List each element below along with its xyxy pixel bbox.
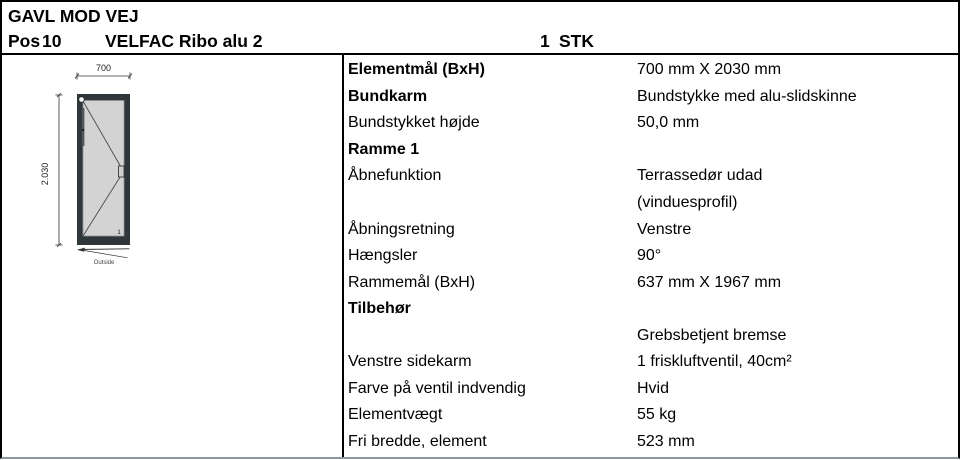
table-row: Ramme 1 xyxy=(344,137,958,164)
row-value: 1 friskluftventil, 40cm² xyxy=(637,353,792,371)
position-label: Pos xyxy=(8,31,41,51)
table-row: Åbnefunktion Terrassedør udad xyxy=(344,163,958,190)
row-value: 523 mm xyxy=(637,432,695,450)
row-label: Hængsler xyxy=(348,247,418,265)
row-value: Hvid xyxy=(637,379,670,397)
handle-icon xyxy=(118,165,125,178)
header: GAVL MOD VEJ Pos 10 VELFAC Ribo alu 2 1 … xyxy=(2,2,958,55)
table-row: Fri bredde, element 523 mm xyxy=(344,429,958,456)
table-row: Bundkarm Bundstykke med alu-slidskinne xyxy=(344,84,958,111)
row-value: (vinduesprofil) xyxy=(637,194,738,211)
height-dim-label: 2.030 xyxy=(40,163,50,186)
door-drawing: 700 2.030 xyxy=(40,63,133,266)
table-row: (vinduesprofil) xyxy=(344,190,958,217)
row-value: Terrassedør udad xyxy=(637,167,763,185)
drawing-panel: 700 2.030 xyxy=(2,55,342,455)
row-value: 700 mm X 2030 mm xyxy=(637,61,782,79)
spec-table: Elementmål (BxH) 700 mm X 2030 mm Bundkarm… xyxy=(342,55,958,457)
table-row: Elementvægt 55 kg xyxy=(344,402,958,429)
row-label: Elementvægt xyxy=(348,406,443,424)
row-label: Farve på ventil indvendig xyxy=(348,379,526,397)
hinge-dot-icon xyxy=(82,128,85,132)
position-number: 10 xyxy=(42,31,62,51)
height-dimension: 2.030 xyxy=(40,92,63,248)
table-row: Grebsbetjent bremse xyxy=(344,322,958,349)
row-label: Åbningsretning xyxy=(348,220,455,238)
row-value: Grebsbetjent bremse xyxy=(637,326,787,344)
row-value: Bundstykke med alu-slidskinne xyxy=(637,87,857,105)
row-value: 50,0 mm xyxy=(637,114,700,132)
quantity-number: 1 xyxy=(540,31,550,51)
row-label: Venstre sidekarm xyxy=(348,353,472,371)
table-row: Farve på ventil indvendig Hvid xyxy=(344,376,958,403)
table-row: Rammemål (BxH) 637 mm X 1967 mm xyxy=(344,269,958,296)
row-label: Fri bredde, element xyxy=(348,432,487,450)
row-value: Venstre xyxy=(637,220,692,238)
row-value: 637 mm X 1967 mm xyxy=(637,273,782,291)
row-label: Åbnefunktion xyxy=(348,167,442,185)
table-row: Bundstykket højde 50,0 mm xyxy=(344,110,958,137)
product-name: VELFAC Ribo alu 2 xyxy=(105,31,263,51)
outside-arrow-icon xyxy=(77,247,130,259)
vent-bar-icon xyxy=(81,108,85,146)
row-label: Bundkarm xyxy=(348,87,428,105)
row-label: Elementmål (BxH) xyxy=(348,61,485,79)
table-row: Tilbehør xyxy=(344,296,958,323)
table-row: Hængsler 90° xyxy=(344,243,958,270)
row-label: Rammemål (BxH) xyxy=(348,273,476,291)
table-row: Elementmål (BxH) 700 mm X 2030 mm xyxy=(344,57,958,84)
vent-circle-icon xyxy=(78,96,85,103)
width-dimension: 700 xyxy=(74,63,133,80)
frame-number-label: 1 xyxy=(117,229,121,236)
row-label: Bundstykket højde xyxy=(348,114,480,132)
page-title: GAVL MOD VEJ xyxy=(8,6,139,26)
quantity-unit: STK xyxy=(559,31,594,51)
row-label: Ramme 1 xyxy=(348,140,420,158)
width-dim-label: 700 xyxy=(96,63,111,73)
door-glass xyxy=(82,100,125,237)
table-row: Åbningsretning Venstre xyxy=(344,216,958,243)
row-value: 55 kg xyxy=(637,406,677,424)
outside-label: Outside xyxy=(94,260,115,266)
opening-direction-lines xyxy=(82,100,124,237)
table-row: Venstre sidekarm 1 friskluftventil, 40cm² xyxy=(344,349,958,376)
row-label: Tilbehør xyxy=(348,300,411,318)
row-value: 90° xyxy=(637,247,662,265)
